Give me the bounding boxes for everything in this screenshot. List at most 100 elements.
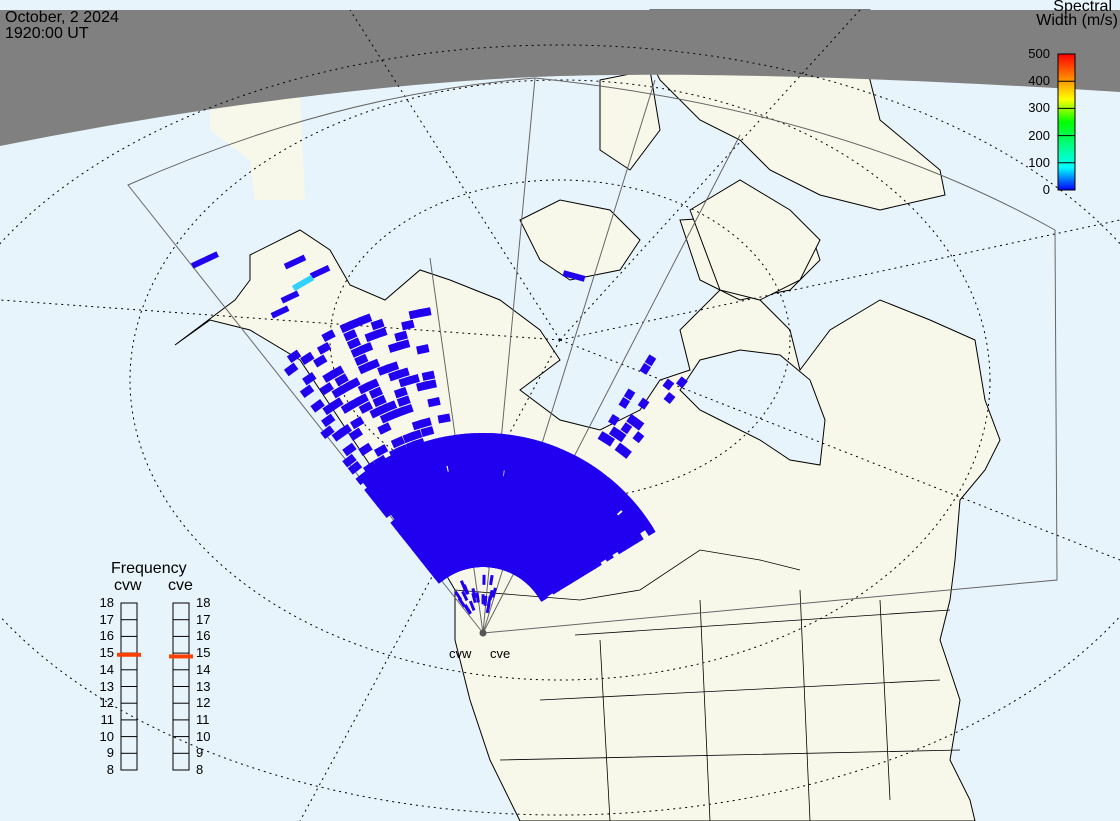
scatter-cell xyxy=(562,270,586,282)
cvw-frequency-tick: 10 xyxy=(99,728,114,744)
scatter-cell xyxy=(370,318,385,331)
night-region xyxy=(0,10,1120,146)
scatter-cell xyxy=(623,388,636,401)
scatter-cell xyxy=(632,431,645,444)
scatter-cell xyxy=(346,337,362,350)
scatter-cell xyxy=(416,380,430,392)
scatter-cell xyxy=(418,307,432,318)
cve-frequency-tick: 13 xyxy=(196,678,211,694)
scatter-cell xyxy=(408,308,422,320)
scatter-cell xyxy=(482,574,486,585)
cve-frequency-tick: 11 xyxy=(196,711,210,727)
scatter-cell xyxy=(626,414,638,426)
scatter-cell xyxy=(620,422,633,435)
scatter-cell xyxy=(280,290,300,304)
scatter-cell xyxy=(342,453,357,468)
scatter-cell xyxy=(614,430,627,443)
cvw-frequency-tick: 9 xyxy=(106,745,114,761)
scatter-cell xyxy=(357,362,373,375)
cve-frequency-tick: 15 xyxy=(196,645,211,661)
scatter-cell xyxy=(373,454,388,468)
scatter-cell xyxy=(401,319,415,331)
scatter-cell xyxy=(331,428,347,442)
colorbar xyxy=(1057,53,1076,191)
scatter-cell xyxy=(191,251,219,269)
scatter-cell xyxy=(299,384,315,399)
scatter-cell xyxy=(481,594,485,605)
scatter-cell xyxy=(608,414,620,426)
cve-frequency-tick: 10 xyxy=(196,728,211,744)
scatter-cell xyxy=(357,381,373,395)
colorbar-title-2: Width (m/s) xyxy=(1036,12,1118,29)
colorbar-tick: 400 xyxy=(1028,73,1050,89)
scatter-cell xyxy=(411,419,426,431)
scatter-cell xyxy=(270,305,290,319)
scatter-cell xyxy=(484,432,494,442)
colorbar-gradient xyxy=(1057,53,1076,191)
scatter-cell xyxy=(362,461,378,475)
scatter-cell xyxy=(481,446,490,456)
scatter-cell xyxy=(637,397,650,410)
scatter-cell xyxy=(389,446,404,460)
scatter-cell xyxy=(377,364,392,376)
cvw-frequency-tick: 16 xyxy=(99,628,114,644)
frequency-panel xyxy=(117,602,193,771)
colorbar-tick: 200 xyxy=(1028,127,1050,143)
scatter-cell xyxy=(468,600,476,611)
scatter-cell xyxy=(302,371,317,386)
cve-frequency-tick: 12 xyxy=(196,695,211,711)
scatter-cell xyxy=(321,329,336,343)
scatter-cell xyxy=(320,425,335,440)
cvw-frequency-tick: 12 xyxy=(99,695,114,711)
colorbar-tick: 100 xyxy=(1028,154,1050,170)
scatter-cell xyxy=(355,473,367,486)
scatter-cell xyxy=(427,396,441,408)
cvw-frequency-tick: 13 xyxy=(99,678,114,694)
cve-frequency-tick: 9 xyxy=(196,745,204,761)
colorbar-tick: 500 xyxy=(1028,46,1050,61)
scatter-cell xyxy=(489,574,494,586)
cvw-site-label: cvw xyxy=(449,646,472,661)
scatter-cell xyxy=(491,587,497,598)
scatter-cell xyxy=(614,442,627,455)
scatter-cell xyxy=(447,463,457,473)
scatter-cell xyxy=(387,341,402,353)
scatter-cell xyxy=(364,330,379,343)
scatter-cell xyxy=(283,254,307,270)
cve-frequency-tick: 16 xyxy=(196,628,211,644)
scatter-cell xyxy=(377,422,392,435)
scatter-cell xyxy=(309,265,331,279)
scatter-cell xyxy=(405,439,420,452)
scatter-cell xyxy=(420,426,435,437)
scatter-cell xyxy=(291,274,315,292)
scatter-cell xyxy=(331,385,346,399)
scatter-cell xyxy=(393,386,408,399)
cve-frequency-tick: 18 xyxy=(196,595,211,610)
scatter-cell xyxy=(390,436,406,449)
scatter-cell xyxy=(461,590,469,602)
scatter-cell xyxy=(339,320,354,334)
scatter-cell xyxy=(597,431,610,443)
cvw-frequency-tick: 18 xyxy=(99,595,114,610)
scatter-cell xyxy=(310,399,325,413)
scatter-cell xyxy=(675,376,688,389)
scatter-cells xyxy=(191,251,688,615)
cvw-freq-label: cvw xyxy=(114,577,142,594)
borders xyxy=(454,549,961,821)
cve-site-label: cve xyxy=(490,646,511,661)
date-label: October, 2 2024 xyxy=(5,9,119,26)
scatter-cell xyxy=(372,394,387,408)
scatter-cell xyxy=(416,344,430,355)
scatter-cell xyxy=(390,517,402,529)
scatter-cell xyxy=(421,370,436,381)
cvw-frequency-tick: 14 xyxy=(99,661,114,677)
hudson-bay xyxy=(679,349,826,466)
scatter-cell xyxy=(368,386,384,399)
scatter-cell xyxy=(662,378,675,391)
scatter-cell xyxy=(300,351,315,366)
scatter-cell xyxy=(350,416,365,430)
scatter-cell xyxy=(358,442,373,456)
scatter-cell xyxy=(437,413,451,424)
baffin-island xyxy=(689,179,821,301)
colorbar-tick: 300 xyxy=(1028,100,1050,116)
